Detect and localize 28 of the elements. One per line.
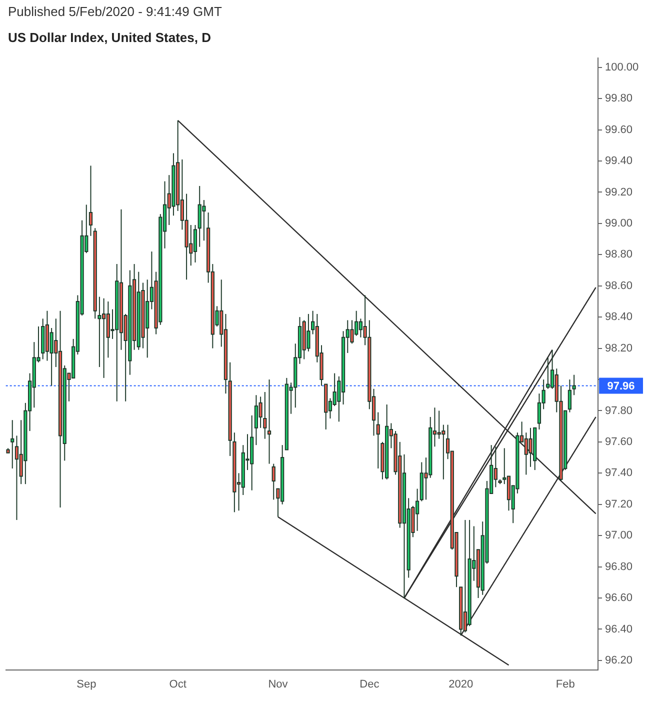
y-tick-label: 97.80 — [605, 404, 633, 417]
x-tick-label: 2020 — [448, 678, 474, 690]
x-tick-label: Dec — [360, 678, 380, 690]
ref-line-label: 97.96 — [607, 380, 635, 392]
y-tick-label: 99.40 — [605, 155, 633, 168]
y-tick-label: 98.60 — [605, 280, 633, 292]
y-tick-label: 99.80 — [605, 92, 633, 105]
y-tick-label: 97.00 — [605, 530, 633, 542]
y-tick-label: 96.40 — [605, 623, 633, 636]
y-tick-label: 97.40 — [605, 467, 633, 480]
y-tick-label: 96.60 — [605, 592, 633, 604]
y-tick-label: 98.80 — [605, 248, 633, 261]
y-tick-label: 97.20 — [605, 498, 633, 510]
y-tick-label: 97.60 — [605, 436, 633, 448]
y-tick-label: 100.00 — [605, 61, 639, 74]
x-tick-label: Feb — [556, 678, 575, 690]
x-tick-label: Oct — [169, 678, 186, 690]
y-tick-label: 99.20 — [605, 186, 633, 198]
y-tick-label: 99.60 — [605, 124, 633, 136]
x-tick-label: Sep — [76, 678, 96, 690]
x-tick-label: Nov — [268, 678, 288, 690]
y-tick-label: 98.40 — [605, 311, 633, 324]
chart-title: US Dollar Index, United States, D — [8, 30, 211, 45]
y-tick-label: 96.20 — [605, 654, 633, 666]
y-tick-label: 99.00 — [605, 217, 633, 230]
y-tick-label: 96.80 — [605, 560, 633, 573]
y-tick-label: 98.20 — [605, 342, 633, 354]
text: Published 5/Feb/2020 - 9:41:49 GMT — [8, 4, 222, 19]
